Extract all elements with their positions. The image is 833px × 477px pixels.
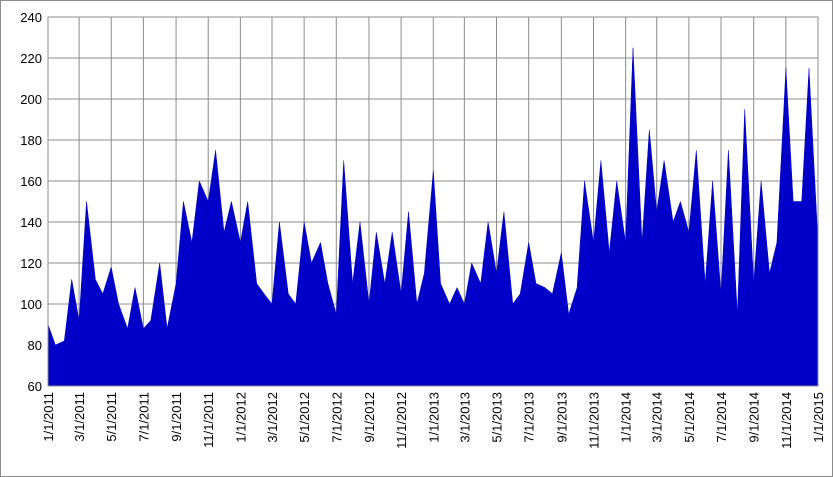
y-tick-label: 200 xyxy=(20,92,42,107)
x-tick-label: 5/1/2014 xyxy=(682,392,697,443)
x-tick-label: 9/1/2013 xyxy=(554,392,569,443)
x-tick-label: 5/1/2013 xyxy=(490,392,505,443)
x-tick-label: 1/1/2015 xyxy=(811,392,826,443)
x-tick-label: 11/1/2012 xyxy=(394,392,409,449)
x-tick-label: 3/1/2012 xyxy=(265,392,280,443)
x-tick-label: 1/1/2012 xyxy=(233,392,248,443)
x-tick-label: 3/1/2013 xyxy=(457,392,472,443)
y-tick-label: 80 xyxy=(28,338,42,353)
x-tick-label: 7/1/2012 xyxy=(329,392,344,443)
y-tick-label: 120 xyxy=(20,256,42,271)
x-tick-label: 3/1/2011 xyxy=(72,392,87,442)
x-tick-label: 11/1/2014 xyxy=(779,392,794,449)
x-tick-label: 1/1/2013 xyxy=(426,392,441,443)
y-tick-label: 140 xyxy=(20,215,42,230)
y-tick-label: 100 xyxy=(20,297,42,312)
x-tick-label: 7/1/2011 xyxy=(136,392,151,442)
x-tick-label: 7/1/2013 xyxy=(522,392,537,443)
x-tick-label: 11/1/2013 xyxy=(586,392,601,449)
y-tick-label: 160 xyxy=(20,174,42,189)
y-tick-label: 180 xyxy=(20,133,42,148)
y-tick-label: 240 xyxy=(20,10,42,25)
area xyxy=(47,47,819,387)
y-tick-label: 220 xyxy=(20,51,42,66)
x-tick-label: 5/1/2012 xyxy=(297,392,312,443)
x-tick-label: 3/1/2014 xyxy=(650,392,665,443)
x-tick-label: 11/1/2011 xyxy=(201,392,216,448)
x-tick-label: 5/1/2011 xyxy=(104,392,119,442)
x-tick-label: 1/1/2014 xyxy=(619,392,634,443)
x-tick-label: 7/1/2014 xyxy=(714,392,729,443)
plot-border xyxy=(47,16,819,387)
y-tick-label: 60 xyxy=(28,379,42,394)
x-tick-label: 9/1/2012 xyxy=(362,392,377,443)
x-tick-label: 9/1/2011 xyxy=(169,392,184,442)
x-tick-label: 9/1/2014 xyxy=(747,392,762,443)
x-tick-label: 1/1/2011 xyxy=(41,392,56,442)
